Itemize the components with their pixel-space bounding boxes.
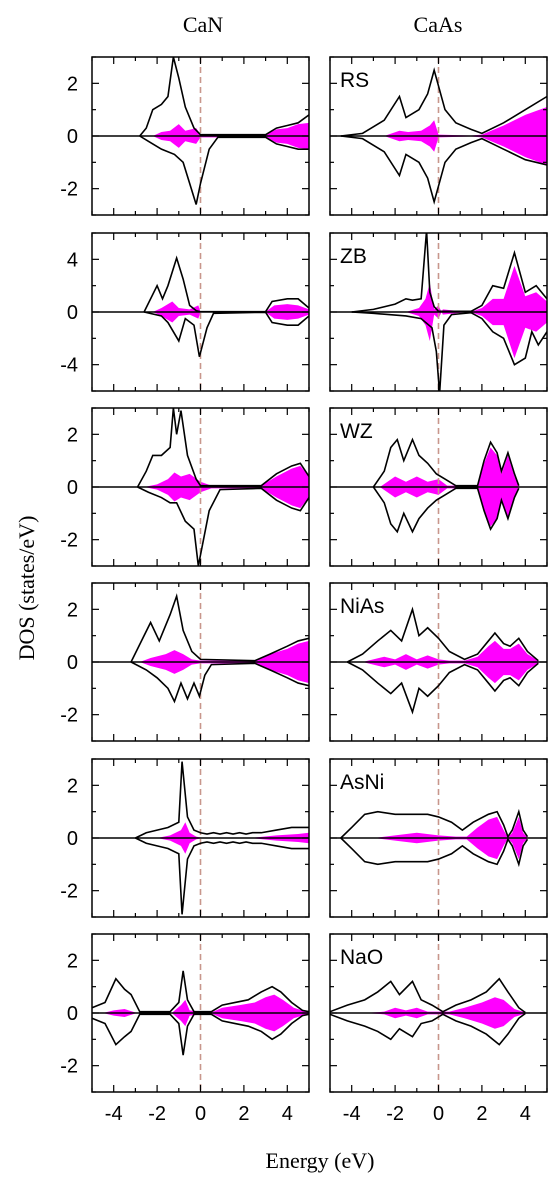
total-dos-spin-down: [351, 311, 547, 391]
panel-label-zb: ZB: [340, 245, 367, 268]
y-tick-label: 0: [67, 302, 78, 324]
plot-area: [330, 934, 547, 1092]
panel-can-r2: -2 0 2: [60, 407, 310, 567]
x-tick-label: -2: [148, 1103, 166, 1125]
total-dos-spin-up: [351, 233, 547, 313]
y-tick-label: 2: [67, 775, 78, 797]
plot-area: [92, 408, 309, 566]
y-tick-label: 0: [67, 126, 78, 148]
plot-area: [92, 583, 309, 741]
y-tick-label: -2: [60, 179, 78, 201]
total-dos-spin-down: [346, 661, 539, 715]
panel-caas-r3: NiAs: [329, 582, 548, 742]
y-tick-label: 0: [67, 828, 78, 850]
panel-can-r0: -2 0 2: [60, 56, 310, 216]
total-dos-spin-up: [340, 808, 529, 839]
panel-label-nias: NiAs: [340, 595, 384, 618]
panel-caas-r0: RS: [329, 56, 548, 216]
x-tick-label: 0: [195, 1103, 206, 1125]
plot-area: [330, 57, 547, 215]
x-tick-label: -4: [105, 1103, 123, 1125]
total-dos-spin-up: [136, 408, 309, 488]
panel-caas-r5: -4 -2 0 2 4 NaO: [329, 933, 548, 1125]
x-tick-label: 2: [238, 1103, 249, 1125]
column-title-can: CaN: [183, 12, 223, 37]
total-dos-spin-up: [135, 761, 309, 839]
plot-area: [92, 759, 309, 917]
total-dos-spin-up: [139, 57, 309, 137]
panel-caas-r4: AsNi: [329, 758, 548, 918]
y-tick-label: -2: [60, 1056, 78, 1078]
x-tick-label: 2: [476, 1103, 487, 1125]
y-tick-label: 4: [67, 249, 78, 271]
x-tick-label: -2: [386, 1103, 404, 1125]
total-dos-spin-down: [330, 1012, 526, 1046]
plot-area: [92, 233, 309, 391]
panel-label-asni: AsNi: [340, 771, 384, 794]
y-tick-label: 0: [67, 1003, 78, 1025]
total-dos-spin-up: [330, 977, 526, 1014]
x-tick-label: 0: [433, 1103, 444, 1125]
total-dos-spin-down: [340, 135, 547, 205]
y-tick-label: 0: [67, 477, 78, 499]
y-axis-label: DOS (states/eV): [14, 516, 39, 661]
plot-area: [330, 233, 547, 391]
total-dos-spin-down: [372, 486, 520, 534]
panel-can-r5: -2 0 2 -4 -2 0 2 4: [60, 933, 310, 1125]
total-dos-spin-up: [340, 67, 547, 137]
total-dos-spin-down: [92, 1013, 309, 1056]
panels: -202 RS-404 ZB-202 WZ-202 NiAs-202 AsNi-202-4…: [60, 56, 548, 1125]
y-tick-label: -2: [60, 705, 78, 727]
plot-area: [92, 57, 309, 215]
total-dos-spin-up: [92, 970, 309, 1013]
panel-label-wz: WZ: [340, 420, 373, 443]
column-title-caas: CaAs: [414, 12, 463, 37]
total-dos-spin-up: [143, 255, 309, 313]
y-tick-label: 2: [67, 599, 78, 621]
plot-area: [92, 934, 309, 1092]
x-axis-label: Energy (eV): [266, 1148, 375, 1173]
panel-label-rs: RS: [340, 69, 369, 92]
panel-label-nao: NaO: [340, 946, 383, 969]
plot-area: [330, 408, 547, 566]
y-tick-label: -2: [60, 881, 78, 903]
total-dos-spin-up: [346, 606, 539, 663]
panel-caas-r2: WZ: [329, 407, 548, 567]
total-dos-spin-down: [340, 837, 529, 868]
y-tick-label: 2: [67, 73, 78, 95]
total-dos-spin-down: [135, 837, 309, 915]
total-dos-spin-up: [372, 437, 520, 488]
panel-can-r4: -2 0 2: [60, 758, 310, 918]
panel-caas-r1: ZB: [329, 232, 548, 392]
y-tick-label: 0: [67, 652, 78, 674]
plot-area: [330, 583, 547, 741]
x-tick-label: 4: [520, 1103, 531, 1125]
y-tick-label: 2: [67, 424, 78, 446]
y-tick-label: -4: [60, 355, 78, 377]
total-dos-spin-down: [143, 311, 309, 357]
y-tick-label: 2: [67, 950, 78, 972]
panel-can-r1: -4 0 4: [60, 232, 310, 392]
y-tick-label: -2: [60, 530, 78, 552]
total-dos-spin-up: [130, 593, 309, 663]
total-dos-spin-down: [139, 135, 309, 205]
x-tick-label: -4: [343, 1103, 361, 1125]
plot-area: [330, 759, 547, 917]
x-tick-label: 4: [282, 1103, 293, 1125]
total-dos-spin-down: [137, 486, 309, 566]
panel-can-r3: -2 0 2: [60, 582, 310, 742]
total-dos-spin-down: [130, 661, 309, 704]
